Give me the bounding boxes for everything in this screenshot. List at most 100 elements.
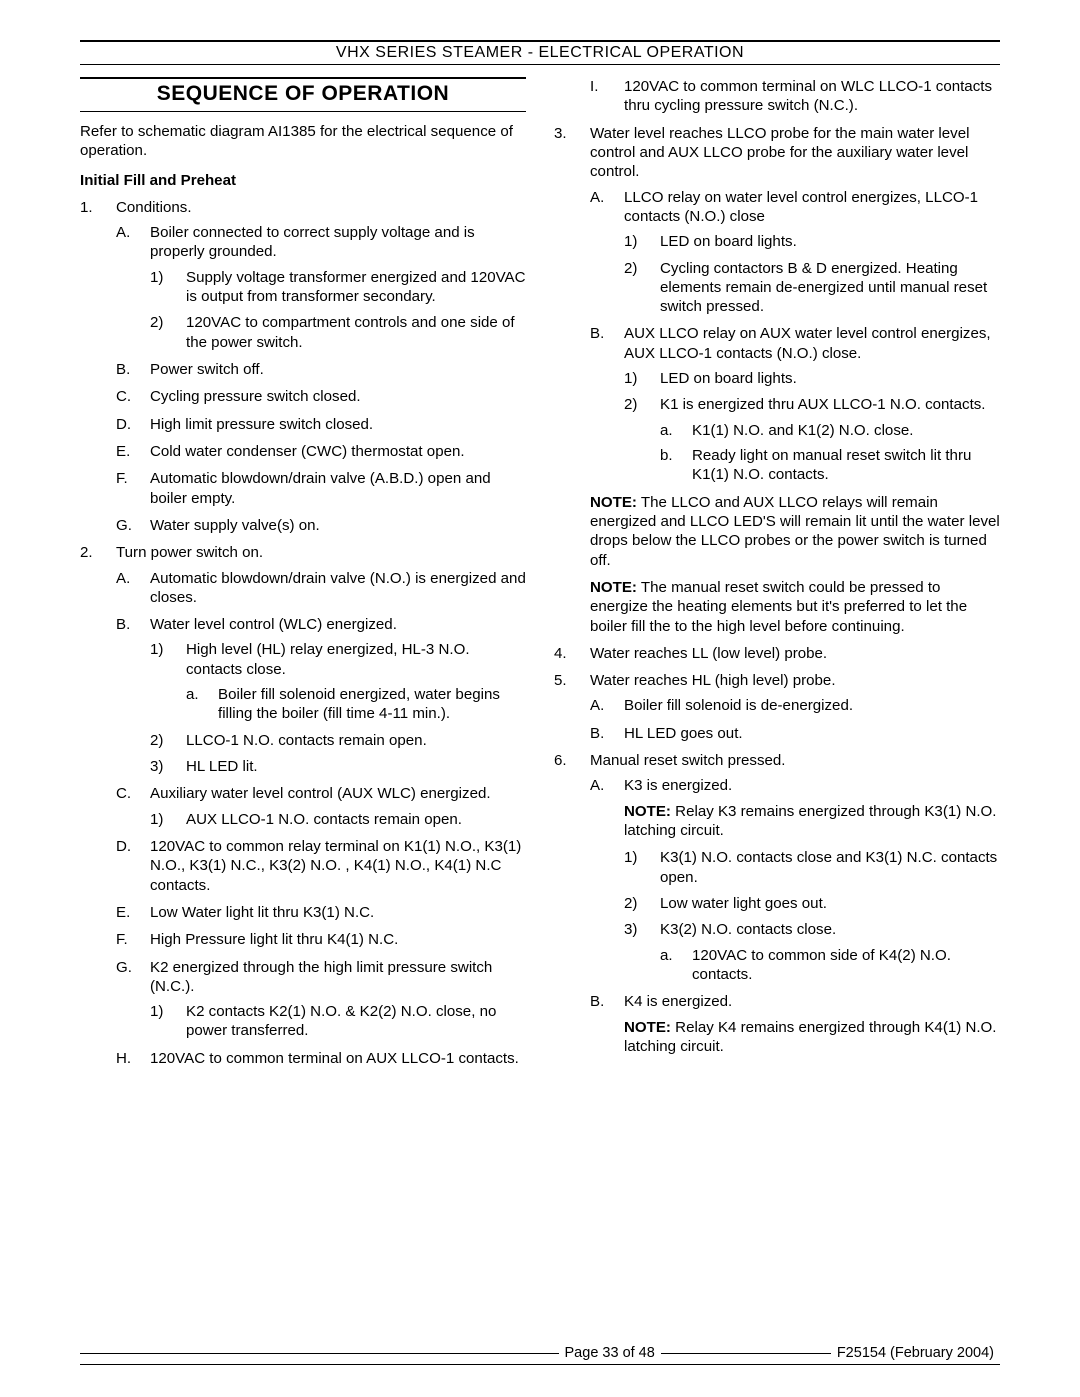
list-item: a. K1(1) N.O. and K1(2) N.O. close.	[660, 421, 1000, 440]
list-item: F.Automatic blowdown/drain valve (A.B.D.…	[116, 469, 526, 508]
list-label: 6.	[554, 751, 584, 770]
list-text: K1(1) N.O. and K1(2) N.O. close.	[692, 422, 913, 439]
list-label: B.	[116, 360, 144, 379]
list-item: B.Water level control (WLC) energized.1)…	[116, 615, 526, 776]
sub-list: a.Boiler fill solenoid energized, water …	[186, 685, 526, 724]
sub-list: a.K1(1) N.O. and K1(2) N.O. close.b.Read…	[660, 421, 1000, 485]
list-label: H.	[116, 1049, 144, 1068]
note: NOTE: Relay K3 remains energized through…	[624, 802, 1000, 841]
list-label: 1)	[150, 268, 180, 287]
list-text: LLCO relay on water level control energi…	[624, 189, 978, 225]
list-text: LED on board lights.	[660, 233, 797, 250]
list-text: AUX LLCO-1 N.O. contacts remain open.	[186, 811, 462, 828]
list-label: 1)	[624, 369, 654, 388]
list-item: 2)LLCO-1 N.O. contacts remain open.	[150, 731, 526, 750]
list-text: K2 energized through the high limit pres…	[150, 959, 492, 995]
list-item: A.Automatic blowdown/drain valve (N.O.) …	[116, 569, 526, 608]
list-item: 2)Low water light goes out.	[624, 894, 1000, 913]
intro-paragraph: Refer to schematic diagram AI1385 for th…	[80, 122, 526, 161]
list-text: Conditions.	[116, 199, 192, 216]
list-label: D.	[116, 837, 144, 856]
list-item: C. Auxiliary water level control (AUX WLC…	[116, 784, 526, 829]
list-text: Water reaches HL (high level) probe.	[590, 672, 836, 689]
footer-rule-mid	[661, 1353, 831, 1354]
list-text: High Pressure light lit thru K4(1) N.C.	[150, 931, 398, 948]
list-text: HL LED goes out.	[624, 725, 743, 742]
list-label: B.	[116, 615, 144, 634]
list-item: a.Boiler fill solenoid energized, water …	[186, 685, 526, 724]
list-text: Automatic blowdown/drain valve (A.B.D.) …	[150, 470, 491, 506]
list-text: 120VAC to common terminal on WLC LLCO-1 …	[624, 78, 992, 114]
sub-list: 1)K2 contacts K2(1) N.O. & K2(2) N.O. cl…	[150, 1002, 526, 1041]
sub-list: A.Boiler connected to correct supply vol…	[116, 223, 526, 535]
list-label: D.	[116, 415, 144, 434]
list-text: High level (HL) relay energized, HL-3 N.…	[186, 641, 470, 677]
section-title: SEQUENCE OF OPERATION	[157, 82, 449, 105]
list-item: 3)HL LED lit.	[150, 757, 526, 776]
list-text: Manual reset switch pressed.	[590, 752, 785, 769]
sub-list: a. 120VAC to common side of K4(2) N.O. co…	[660, 946, 1000, 985]
list-label: A.	[116, 569, 144, 588]
list-text: K3(1) N.O. contacts close and K3(1) N.C.…	[660, 849, 997, 885]
list-label: a.	[660, 421, 686, 440]
list-item: 2)120VAC to compartment controls and one…	[150, 313, 526, 352]
list-item: G.Water supply valve(s) on.	[116, 516, 526, 535]
list-label: 3)	[150, 757, 180, 776]
list-label: A.	[590, 188, 618, 207]
body-columns: SEQUENCE OF OPERATION Refer to schematic…	[80, 77, 1000, 1070]
list-label: E.	[116, 903, 144, 922]
list-item: B. Power switch off.	[116, 360, 526, 379]
list-text: Water reaches LL (low level) probe.	[590, 645, 827, 662]
list-item: C.Cycling pressure switch closed.	[116, 387, 526, 406]
list-text: AUX LLCO relay on AUX water level contro…	[624, 325, 991, 361]
list-text: Auxiliary water level control (AUX WLC) …	[150, 785, 491, 802]
list-text: K2 contacts K2(1) N.O. & K2(2) N.O. clos…	[186, 1003, 496, 1039]
sub-list: 1)LED on board lights. 2) K1 is energized …	[624, 369, 1000, 485]
list-item: 3.Water level reaches LLCO probe for the…	[554, 124, 1000, 485]
list-label: B.	[590, 992, 618, 1011]
list-item: 1) LED on board lights.	[624, 232, 1000, 251]
list-label: I.	[590, 77, 618, 96]
list-label: 2)	[150, 731, 180, 750]
list-text: Water supply valve(s) on.	[150, 517, 320, 534]
list-item: D.120VAC to common relay terminal on K1(…	[116, 837, 526, 895]
list-label: A.	[590, 696, 618, 715]
list-text: K1 is energized thru AUX LLCO-1 N.O. con…	[660, 396, 986, 413]
list-label: 3)	[624, 920, 654, 939]
sub-list: A.K3 is energized.NOTE: Relay K3 remains…	[590, 776, 1000, 1056]
list-text: Boiler connected to correct supply volta…	[150, 224, 475, 260]
list-item: B.HL LED goes out.	[590, 724, 1000, 743]
list-item: 3)K3(2) N.O. contacts close.a.120VAC to …	[624, 920, 1000, 984]
list-text: K3 is energized.	[624, 777, 732, 794]
list-label: 2)	[624, 894, 654, 913]
list-text: Water level control (WLC) energized.	[150, 616, 397, 633]
list-label: a.	[660, 946, 686, 965]
header-rule-bottom	[80, 64, 1000, 65]
list-label: B.	[590, 324, 618, 343]
list-text: Power switch off.	[150, 361, 264, 378]
list-item: B. AUX LLCO relay on AUX water level cont…	[590, 324, 1000, 484]
note: NOTE: The manual reset switch could be p…	[590, 578, 1000, 636]
footer-page-number: Page 33 of 48	[559, 1345, 661, 1361]
list-label: 2)	[624, 395, 654, 414]
list-item: 1)LED on board lights.	[624, 369, 1000, 388]
list-text: Ready light on manual reset switch lit t…	[692, 447, 971, 483]
list-text: Cycling contactors B & D energized. Heat…	[660, 260, 987, 316]
list-text: Boiler fill solenoid is de-energized.	[624, 697, 853, 714]
list-label: C.	[116, 784, 144, 803]
sub-list: A. Boiler fill solenoid is de-energized. B…	[590, 696, 1000, 743]
sub-list: 1)AUX LLCO-1 N.O. contacts remain open.	[150, 810, 526, 829]
header-rule-top	[80, 40, 1000, 42]
sub-list: 1)Supply voltage transformer energized a…	[150, 268, 526, 352]
ordered-steps: 1.Conditions.A.Boiler connected to corre…	[80, 77, 1000, 1070]
footer-rule-bottom	[80, 1364, 1000, 1365]
list-item: 5. Water reaches HL (high level) probe. A.…	[554, 671, 1000, 743]
list-label: 1)	[624, 848, 654, 867]
list-item: E.Low Water light lit thru K3(1) N.C.	[116, 903, 526, 922]
list-label: 1)	[624, 232, 654, 251]
list-label: 2)	[150, 313, 180, 332]
sub-list: 1)LED on board lights.2)Cycling contacto…	[624, 232, 1000, 316]
list-label: 3.	[554, 124, 584, 143]
list-label: 5.	[554, 671, 584, 690]
list-text: 120VAC to common side of K4(2) N.O. cont…	[692, 947, 951, 983]
